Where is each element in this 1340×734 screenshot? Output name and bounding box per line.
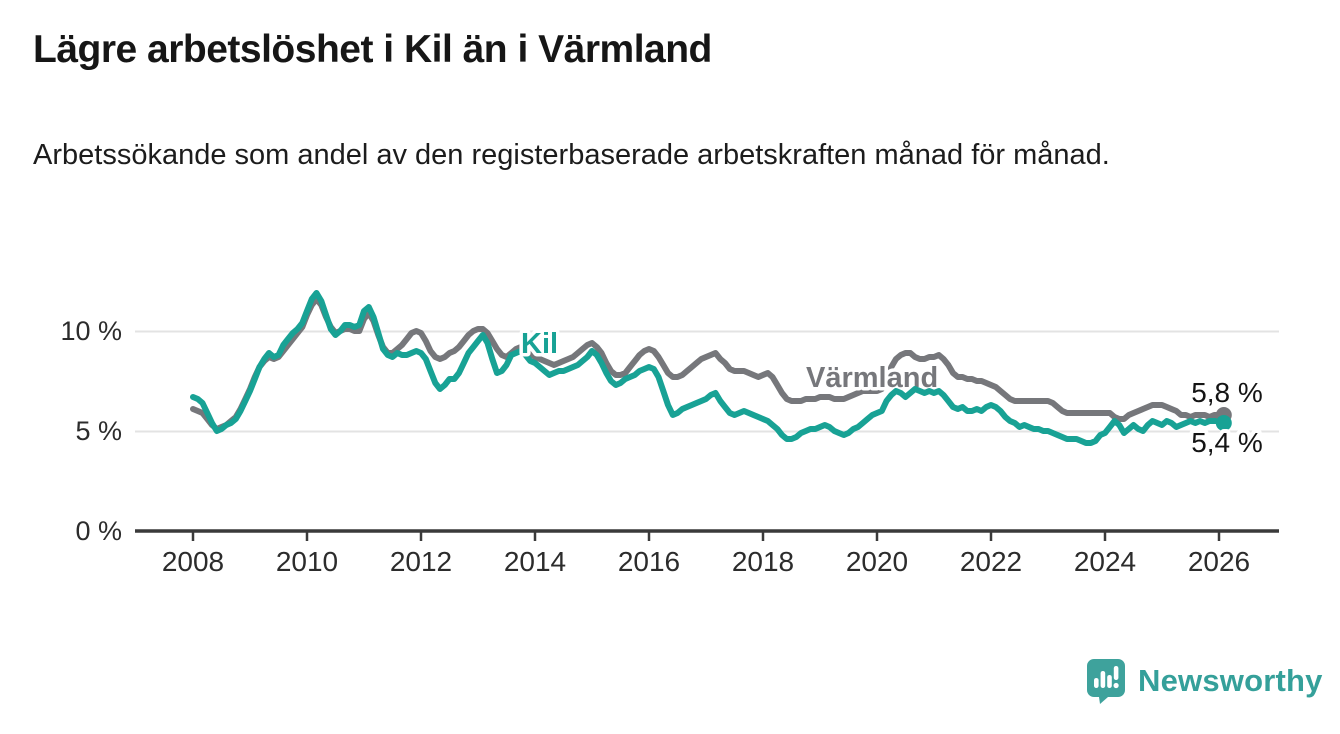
kil-end-dot <box>1215 415 1232 431</box>
kil-line-series <box>190 290 1227 446</box>
y-tick-label-10pct: 10 % <box>60 316 122 346</box>
x-tick-label-2016: 2016 <box>618 546 680 577</box>
x-tick-label-2014: 2014 <box>504 546 566 577</box>
y-tick-label-0pct: 0 % <box>75 516 122 546</box>
newsworthy-logo-text: Newsworthy <box>1138 663 1323 698</box>
x-axis: 2008 2010 2012 2014 2016 2018 2020 2022 2024 2026 <box>162 531 1250 577</box>
exclamation-dot <box>1113 682 1119 689</box>
page-subtitle: Arbetssökande som andel av den registerb… <box>33 139 1110 171</box>
kil-series-label: Kil <box>521 328 558 360</box>
varmland-line-series <box>190 296 1227 432</box>
y-axis: 0 % 5 % 10 % <box>60 316 1279 546</box>
speech-bubble-shape <box>1087 659 1125 704</box>
page-title: Lägre arbetslöshet i Kil än i Värmland <box>33 28 712 71</box>
newsworthy-logo-icon <box>1087 659 1125 704</box>
x-tick-label-2020: 2020 <box>846 546 908 577</box>
bar-tall <box>1100 671 1106 688</box>
x-tick-label-2026: 2026 <box>1188 546 1250 577</box>
x-tick-label-2022: 2022 <box>960 546 1022 577</box>
x-tick-label-2018: 2018 <box>732 546 794 577</box>
kil-end-value-label: 5,4 % <box>1191 427 1263 458</box>
x-tick-label-2008: 2008 <box>162 546 224 577</box>
newsworthy-logo: Newsworthy <box>1086 658 1323 704</box>
y-tick-label-5pct: 5 % <box>75 416 122 446</box>
x-tick-label-2012: 2012 <box>390 546 452 577</box>
bar-small <box>1094 678 1099 688</box>
x-tick-label-2010: 2010 <box>276 546 338 577</box>
varmland-end-value-label: 5,8 % <box>1191 377 1263 408</box>
exclamation-bar <box>1113 666 1119 680</box>
bar-medium <box>1107 675 1112 688</box>
x-tick-label-2024: 2024 <box>1074 546 1136 577</box>
